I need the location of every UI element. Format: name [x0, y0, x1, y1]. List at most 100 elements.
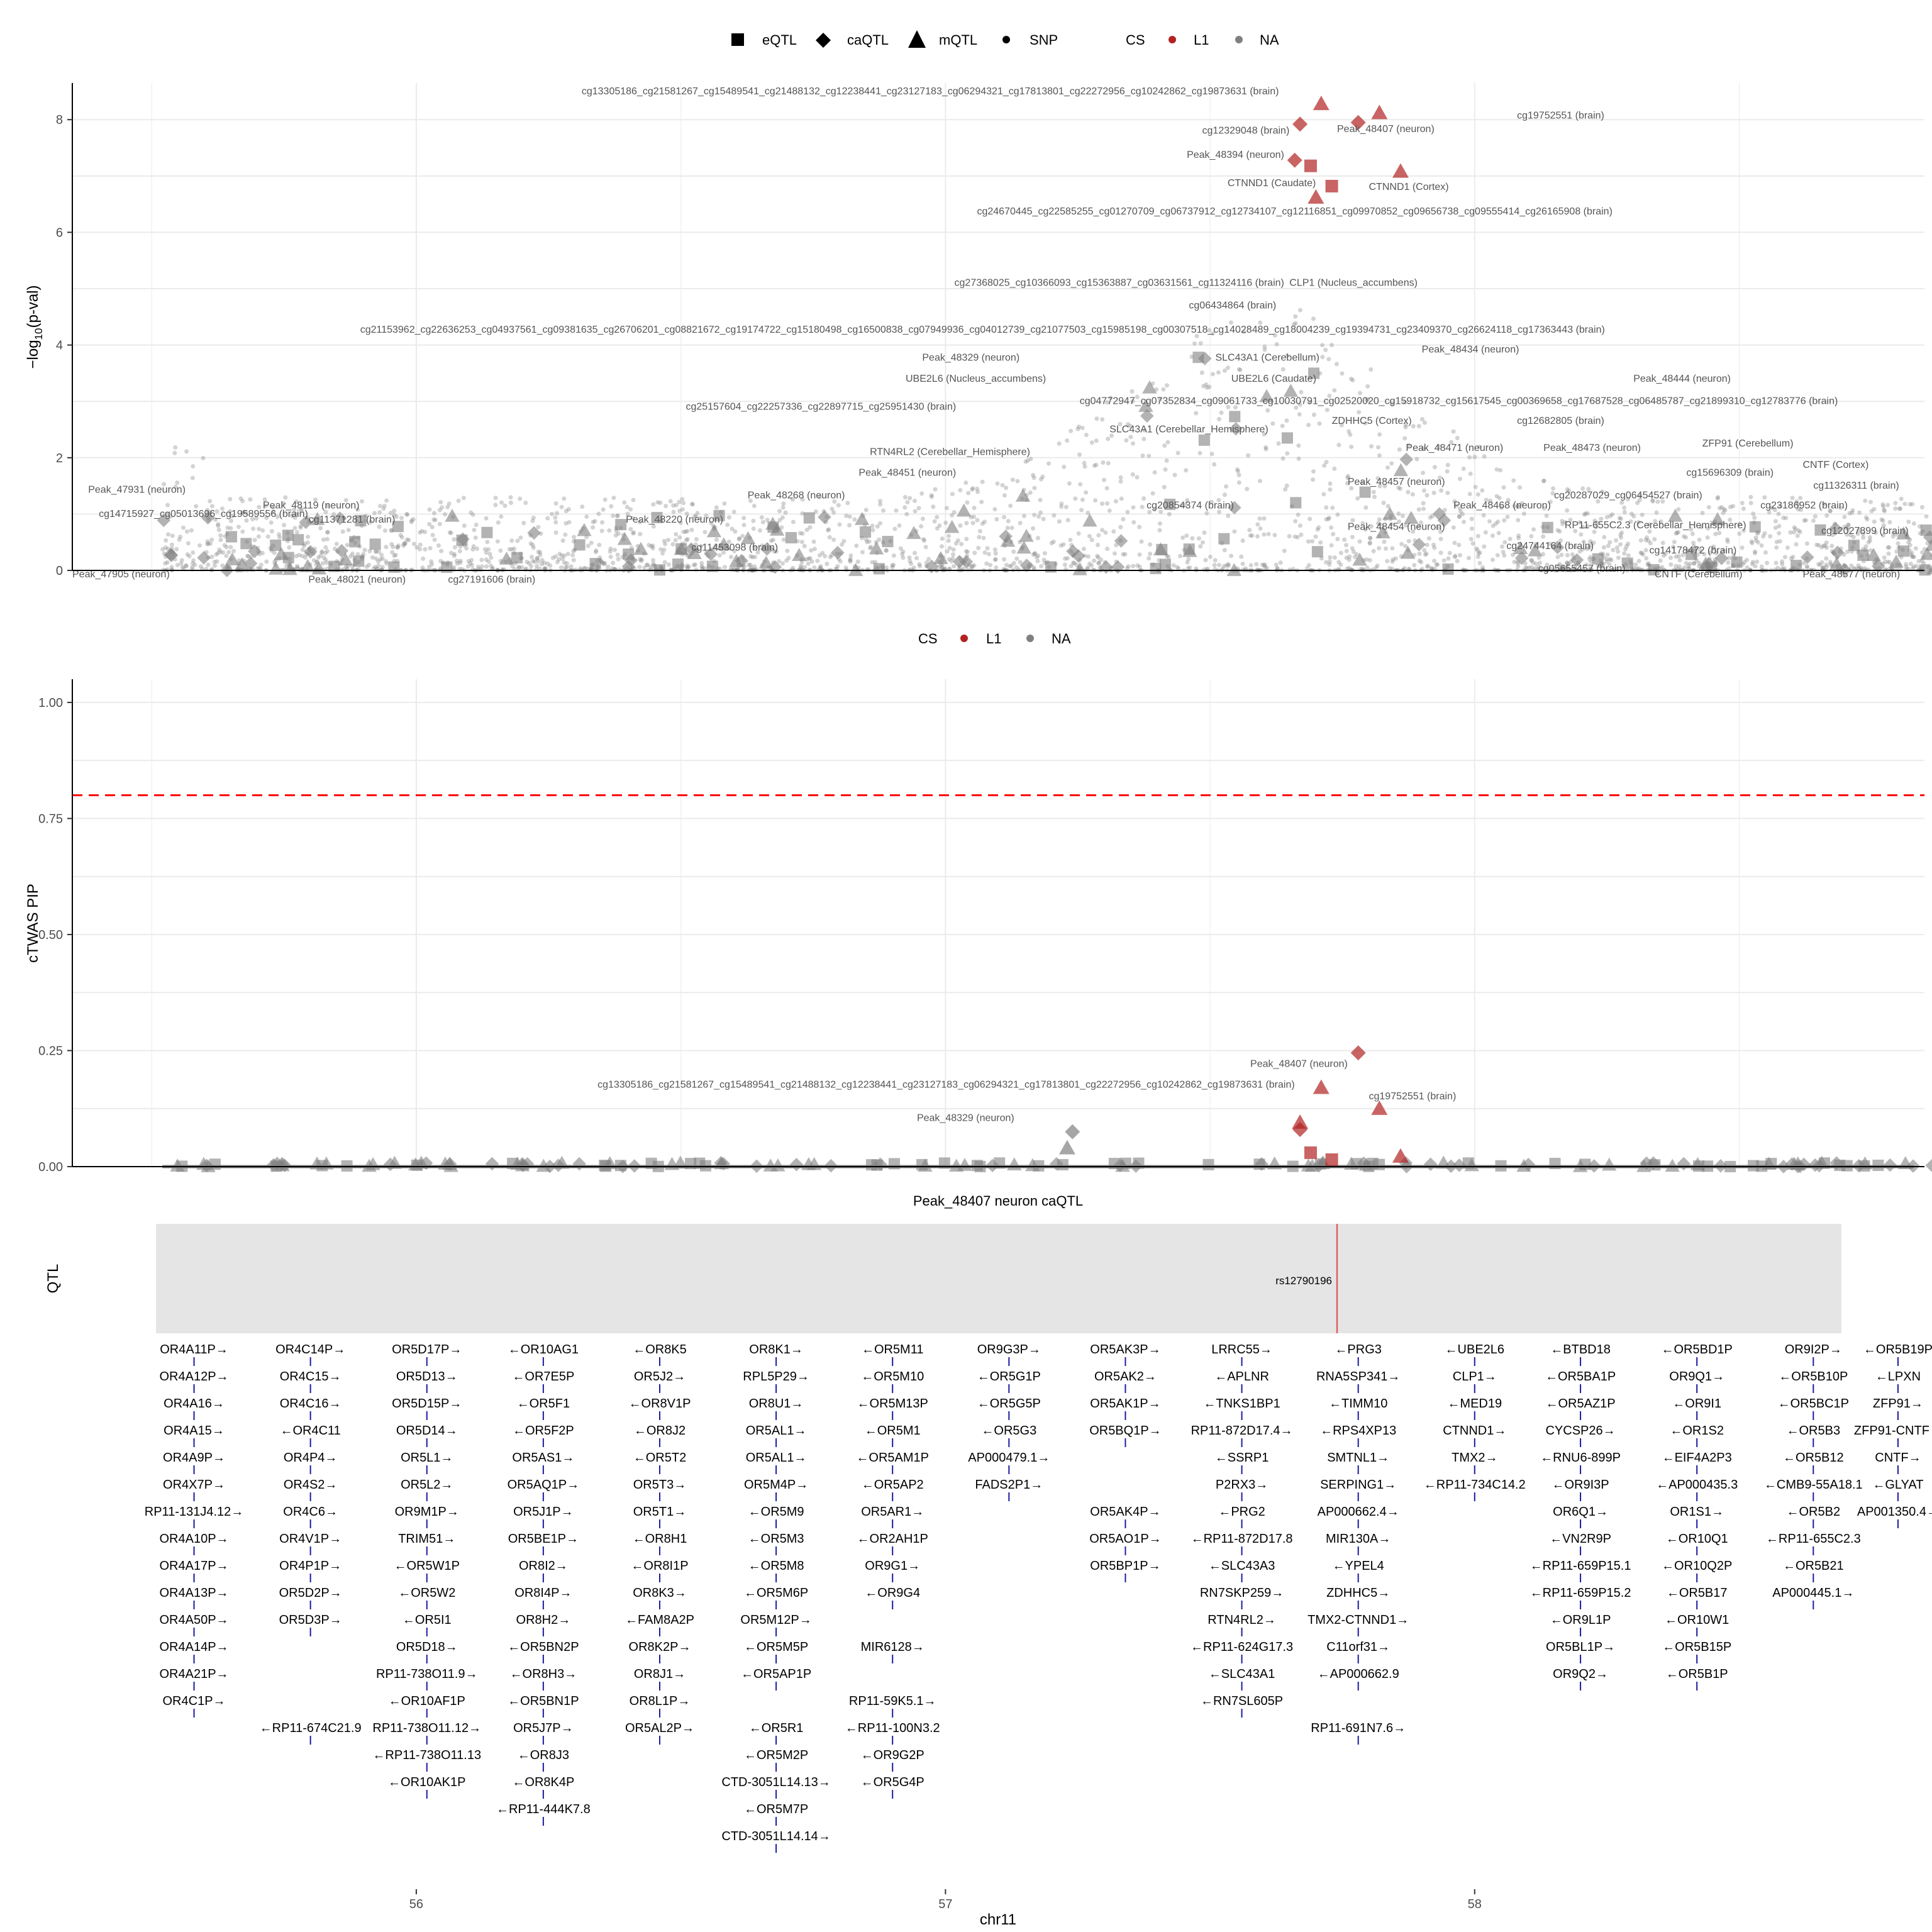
gene-label: ←AP000435.3	[1656, 1478, 1738, 1492]
snp-dot	[946, 538, 951, 543]
snp-dot	[1424, 542, 1430, 547]
snp-dot	[1731, 552, 1736, 557]
snp-dot	[246, 553, 251, 558]
snp-dot	[1845, 525, 1850, 530]
snp-dot	[1531, 527, 1536, 532]
snp-dot	[591, 519, 596, 525]
gene-label: OR4C6→	[283, 1505, 338, 1519]
snp-dot	[206, 541, 211, 547]
snp-dot	[628, 507, 633, 512]
snp-dot	[559, 553, 564, 558]
snp-dot	[440, 505, 445, 510]
snp-dot	[1911, 564, 1916, 569]
snp-dot	[479, 557, 484, 562]
gene-label: ←OR5BA1P	[1545, 1370, 1616, 1384]
qtl-point	[1281, 432, 1293, 444]
gene-label: ←OR8H3→	[510, 1667, 577, 1681]
snp-dot	[1226, 513, 1231, 518]
snp-dot	[963, 480, 969, 486]
snp-dot	[1472, 455, 1477, 460]
snp-dot	[404, 537, 409, 542]
gene-label: OR5T1→	[633, 1505, 686, 1519]
point-label: cg25157604_cg22257336_cg22897715_cg25951…	[686, 402, 956, 413]
snp-dot	[281, 501, 286, 506]
snp-dot	[935, 526, 940, 531]
snp-dot	[847, 523, 852, 528]
snp-dot	[1523, 565, 1528, 570]
snp-dot	[1203, 558, 1208, 563]
cs-point	[1287, 152, 1302, 168]
qtl-point	[1412, 538, 1426, 552]
snp-dot	[1453, 553, 1458, 558]
gene-label: ←OR5M2P	[744, 1748, 808, 1762]
snp-dot	[674, 502, 679, 508]
snp-dot	[191, 464, 196, 469]
snp-dot	[662, 560, 667, 565]
snp-dot	[1442, 508, 1447, 513]
point-label: cg24670445_cg22585255_cg01270709_cg06737…	[977, 206, 1612, 217]
snp-dot	[1057, 441, 1062, 446]
snp-dot	[638, 557, 643, 562]
qtl-point	[303, 545, 318, 559]
snp-dot	[1436, 444, 1441, 449]
snp-dot	[367, 548, 372, 553]
snp-dot	[844, 513, 849, 518]
snp-dot	[1584, 547, 1589, 552]
snp-dot	[1078, 482, 1083, 487]
snp-dot	[1857, 510, 1862, 515]
snp-dot	[1605, 552, 1610, 557]
snp-dot	[936, 564, 941, 569]
snp-dot	[1365, 384, 1370, 389]
snp-dot	[1904, 562, 1909, 567]
snp-dot	[390, 550, 395, 555]
snp-dot	[515, 538, 520, 543]
snp-dot	[1363, 527, 1368, 532]
snp-dot	[1643, 548, 1648, 553]
point-label: cg04772947_cg07352834_cg09061733_cg10030…	[1080, 396, 1838, 407]
snp-dot	[1883, 560, 1888, 565]
snp-dot	[1076, 425, 1081, 430]
snp-dot	[1594, 520, 1599, 525]
snp-dot	[1592, 518, 1597, 523]
snp-dot	[1711, 544, 1716, 549]
qtl-point	[197, 551, 211, 565]
snp-dot	[777, 509, 782, 514]
snp-dot	[256, 534, 261, 539]
snp-dot	[299, 508, 304, 513]
gene-label: OR5L2→	[401, 1478, 453, 1492]
snp-dot	[1755, 540, 1760, 545]
snp-dot	[423, 530, 428, 535]
snp-dot	[1390, 546, 1395, 551]
snp-dot	[521, 521, 526, 526]
snp-dot	[935, 514, 940, 519]
snp-dot	[1199, 370, 1204, 375]
snp-dot	[1893, 506, 1898, 511]
gene-label: RP11-691N7.6→	[1311, 1721, 1406, 1735]
snp-dot	[697, 516, 702, 521]
snp-dot	[436, 543, 441, 548]
snp-dot	[1638, 493, 1643, 498]
snp-dot	[1897, 506, 1902, 511]
snp-dot	[172, 450, 177, 455]
snp-dot	[1306, 563, 1311, 568]
snp-dot	[835, 564, 840, 569]
snp-dot	[1100, 501, 1105, 506]
snp-dot	[406, 538, 411, 543]
snp-dot	[1187, 565, 1192, 570]
snp-dot	[798, 565, 803, 570]
snp-dot	[1421, 446, 1426, 451]
snp-dot	[1292, 534, 1297, 539]
snp-dot	[1452, 499, 1457, 504]
snp-dot	[891, 562, 896, 567]
snp-dot	[1131, 564, 1136, 569]
snp-dot	[806, 556, 811, 561]
snp-dot	[1524, 565, 1530, 570]
snp-dot	[1540, 552, 1545, 557]
gene-label: OR5AQ1P→	[508, 1478, 579, 1492]
snp-dot	[208, 499, 213, 504]
point-label: Peak_48434 (neuron)	[1422, 344, 1519, 355]
snp-dot	[1461, 466, 1466, 471]
snp-dot	[380, 565, 385, 570]
snp-dot	[1346, 557, 1352, 562]
